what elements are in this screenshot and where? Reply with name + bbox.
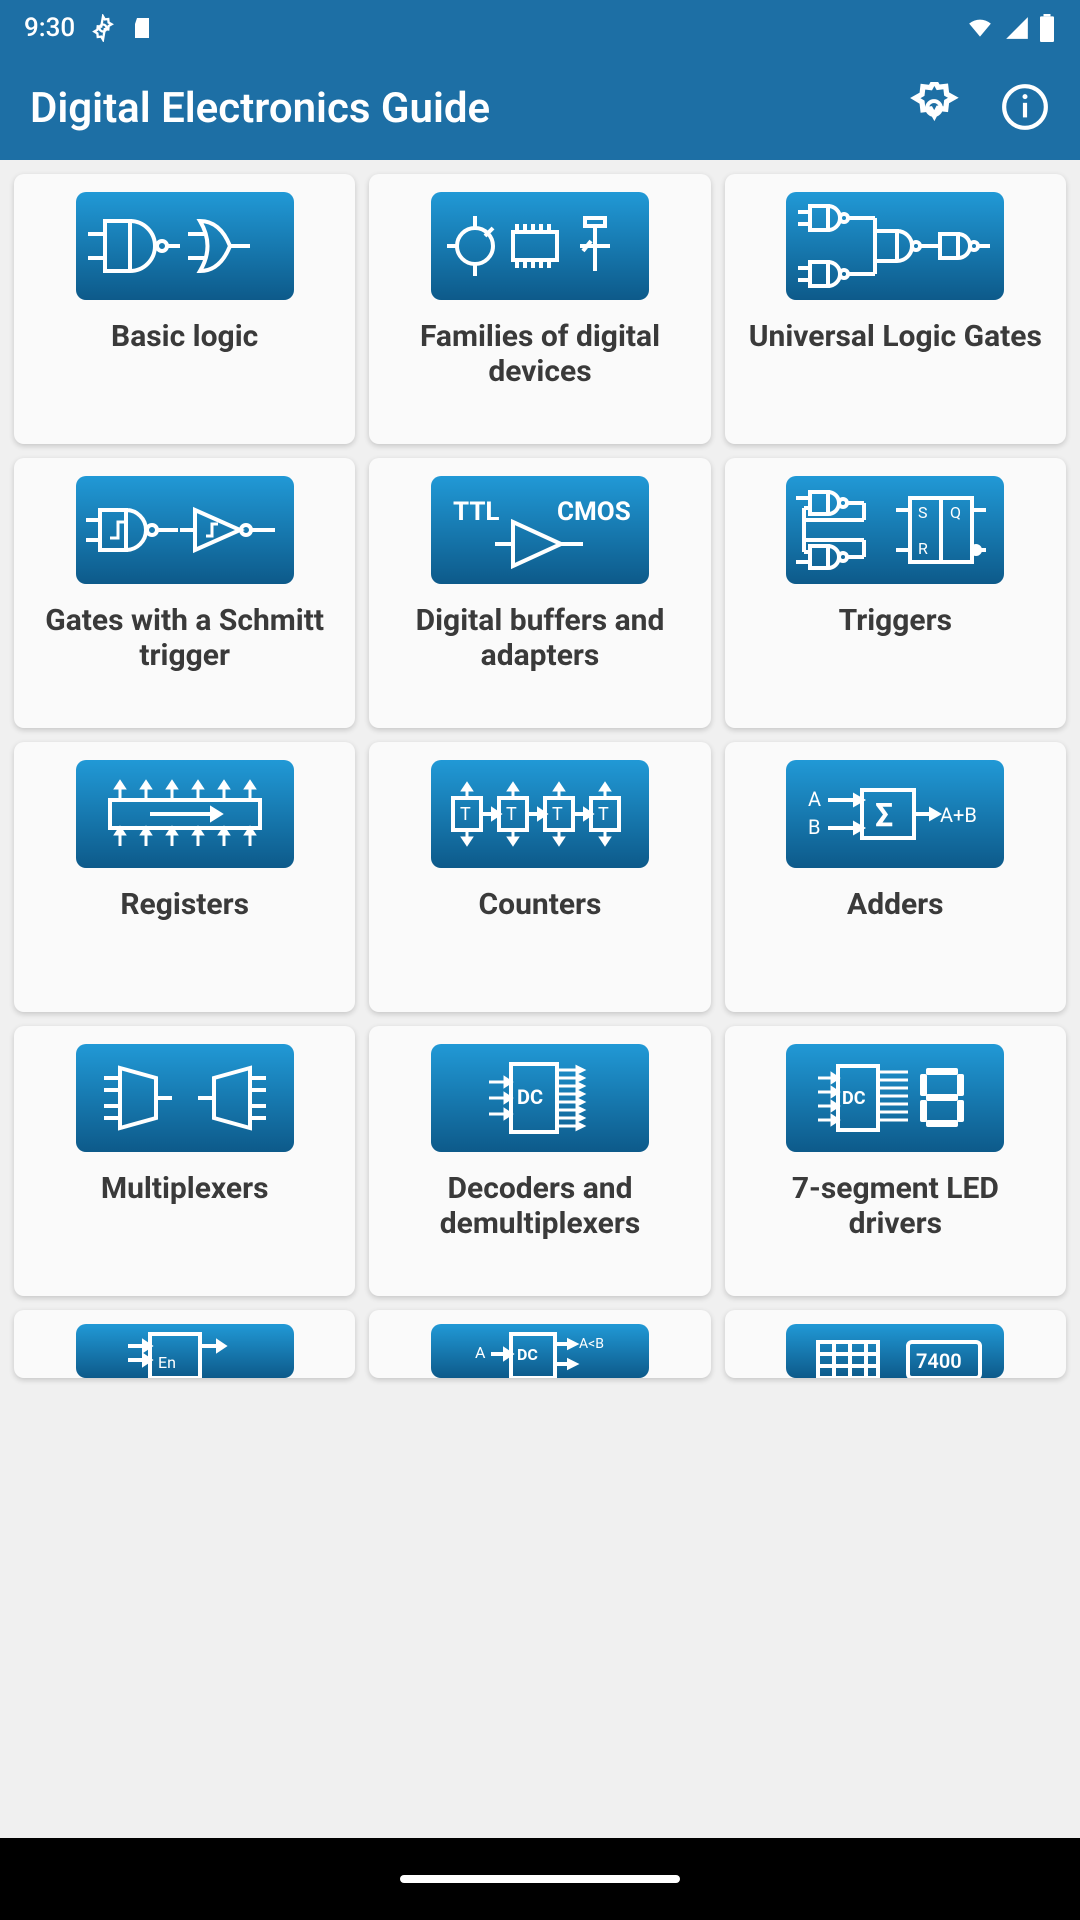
thumb-decoders: DC — [431, 1044, 649, 1152]
card-label: Decoders and demultiplexers — [387, 1172, 692, 1241]
cell-signal-icon — [1004, 15, 1030, 41]
card-schmitt[interactable]: Gates with a Schmitt trigger — [14, 458, 355, 728]
card-universal[interactable]: Universal Logic Gates — [725, 174, 1066, 444]
svg-text:B: B — [808, 815, 820, 839]
svg-text:T: T — [598, 804, 609, 825]
svg-text:En: En — [158, 1353, 176, 1372]
svg-text:A+B: A+B — [940, 803, 977, 827]
wifi-icon — [964, 15, 996, 41]
thumb-universal — [786, 192, 1004, 300]
thumb-mux — [76, 1044, 294, 1152]
card-label: Basic logic — [111, 320, 258, 355]
card-partial-3[interactable]: 7400 — [725, 1310, 1066, 1378]
card-mux[interactable]: Multiplexers — [14, 1026, 355, 1296]
card-label: 7-segment LED drivers — [743, 1172, 1048, 1241]
card-registers[interactable]: Registers — [14, 742, 355, 1012]
thumb-sevenseg: DC — [786, 1044, 1004, 1152]
card-counters[interactable]: T T T T — [369, 742, 710, 1012]
svg-text:R: R — [918, 539, 928, 558]
card-label: Universal Logic Gates — [749, 320, 1042, 355]
status-bar: 9:30 — [0, 0, 1080, 56]
card-label: Digital buffers and adapters — [387, 604, 692, 673]
svg-text:S: S — [918, 503, 928, 522]
card-label: Multiplexers — [101, 1172, 269, 1207]
svg-text:TTL: TTL — [453, 497, 500, 527]
android-nav-bar — [0, 1838, 1080, 1920]
status-time: 9:30 — [24, 13, 75, 43]
page-title: Digital Electronics Guide — [30, 84, 490, 133]
thumb-families — [431, 192, 649, 300]
svg-text:Σ: Σ — [875, 796, 893, 834]
card-label: Gates with a Schmitt trigger — [32, 604, 337, 673]
svg-text:DC: DC — [842, 1088, 866, 1109]
card-label: Registers — [120, 888, 249, 923]
info-icon[interactable] — [1000, 82, 1050, 134]
svg-text:T: T — [552, 804, 563, 825]
svg-text:7400: 7400 — [916, 1349, 962, 1373]
thumb-schmitt — [76, 476, 294, 584]
thumb-triggers: S R Q — [786, 476, 1004, 584]
thumb-partial-1: En — [76, 1324, 294, 1378]
svg-text:DC: DC — [517, 1345, 538, 1364]
svg-text:Q: Q — [950, 503, 961, 522]
grid-container: Basic logic Families of digital devices — [0, 160, 1080, 1838]
thumb-buffers: TTL CMOS — [431, 476, 649, 584]
card-buffers[interactable]: TTL CMOS Digital buffers and adapters — [369, 458, 710, 728]
card-triggers[interactable]: S R Q Triggers — [725, 458, 1066, 728]
card-adders[interactable]: Σ A B A+B Adders — [725, 742, 1066, 1012]
card-label: Counters — [479, 888, 602, 923]
thumb-registers — [76, 760, 294, 868]
thumb-partial-3: 7400 — [786, 1324, 1004, 1378]
card-basic-logic[interactable]: Basic logic — [14, 174, 355, 444]
gear-status-icon — [89, 14, 117, 42]
thumb-counters: T T T T — [431, 760, 649, 868]
card-partial-1[interactable]: En — [14, 1310, 355, 1378]
svg-text:T: T — [506, 804, 517, 825]
card-label: Adders — [847, 888, 944, 923]
thumb-basic-logic — [76, 192, 294, 300]
app-bar: Digital Electronics Guide — [0, 56, 1080, 160]
svg-text:CMOS: CMOS — [557, 497, 631, 527]
card-sevenseg[interactable]: DC — [725, 1026, 1066, 1296]
svg-text:A: A — [808, 787, 821, 811]
card-partial-2[interactable]: DC A A<B — [369, 1310, 710, 1378]
svg-text:T: T — [460, 804, 471, 825]
settings-icon[interactable] — [908, 82, 960, 134]
svg-text:A: A — [475, 1343, 486, 1362]
battery-icon — [1038, 14, 1056, 42]
card-families[interactable]: Families of digital devices — [369, 174, 710, 444]
card-decoders[interactable]: DC Decoders a — [369, 1026, 710, 1296]
thumb-partial-2: DC A A<B — [431, 1324, 649, 1378]
card-label: Triggers — [839, 604, 952, 639]
card-label: Families of digital devices — [387, 320, 692, 389]
nav-home-pill[interactable] — [400, 1875, 680, 1883]
svg-text:DC: DC — [517, 1085, 543, 1109]
svg-text:A<B: A<B — [579, 1336, 604, 1352]
thumb-adders: Σ A B A+B — [786, 760, 1004, 868]
sd-card-icon — [131, 14, 155, 42]
